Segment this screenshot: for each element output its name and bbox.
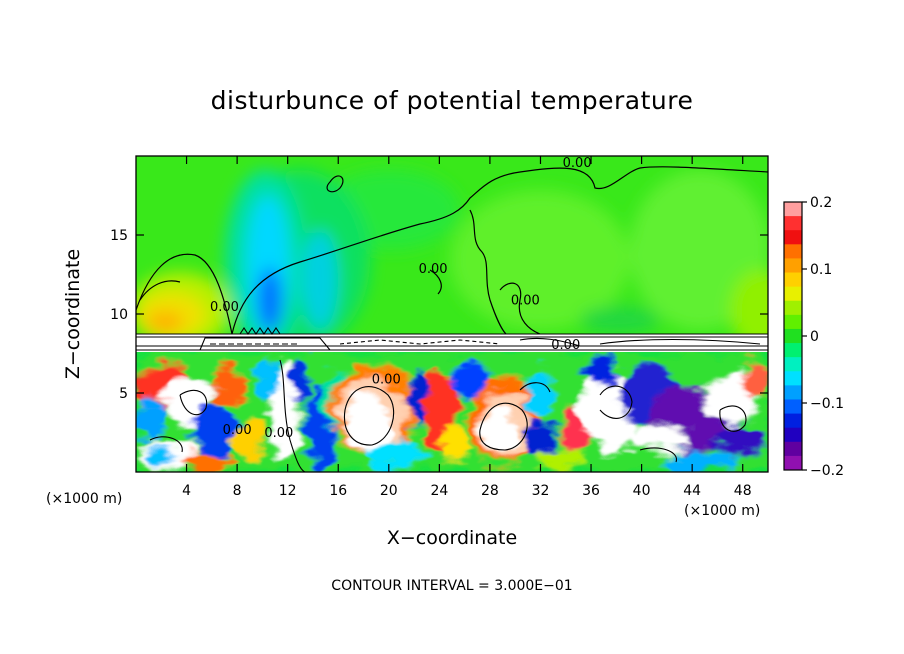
x-axis-label: X−coordinate <box>386 527 518 549</box>
x-tick-label: 20 <box>380 483 398 499</box>
colorbar-swatch <box>784 385 802 400</box>
lower-contours <box>149 359 747 472</box>
contour-interval-note: CONTOUR INTERVAL = 3.000E−01 <box>331 578 573 594</box>
colorbar-swatch <box>784 286 802 302</box>
upper-field <box>136 156 768 334</box>
contour-value-label: 0.00 <box>264 426 293 441</box>
colorbar-swatch <box>784 413 802 429</box>
y-tick-label: 10 <box>110 307 128 323</box>
colorbar-swatch <box>784 455 802 471</box>
colorbar-swatch <box>784 399 802 415</box>
colorbar-swatch <box>784 202 802 217</box>
lower-field <box>136 352 768 472</box>
colorbar-tick-label: 0.2 <box>810 195 832 211</box>
contour-value-label: 0.00 <box>551 338 580 353</box>
upper-contours <box>136 166 768 334</box>
colorbar-swatch <box>784 357 802 372</box>
colorbar-swatch <box>784 371 802 386</box>
x-tick-label: 44 <box>683 483 701 499</box>
x-tick-label: 4 <box>182 483 191 499</box>
colorbar-swatch <box>784 328 802 344</box>
x-tick-label: 36 <box>582 483 600 499</box>
x-unit-label-right: (×1000 m) <box>684 503 761 519</box>
contour-value-label: 0.00 <box>223 423 252 438</box>
colorbar-swatch <box>784 230 802 245</box>
x-tick-label: 40 <box>633 483 651 499</box>
x-tick-label: 24 <box>430 483 448 499</box>
colorbar-swatch <box>784 441 802 457</box>
x-tick-label: 16 <box>329 483 347 499</box>
x-tick-label: 28 <box>481 483 499 499</box>
colorbar-tick-label: −0.2 <box>810 463 844 479</box>
chart-title: disturbunce of potential temperature <box>210 86 694 115</box>
colorbar-tick-label: 0 <box>810 329 819 345</box>
contour-value-label: 0.00 <box>372 373 401 388</box>
x-unit-label-left: (×1000 m) <box>46 491 123 507</box>
colorbar-tick-label: 0.1 <box>810 262 832 278</box>
contour-value-label: 0.00 <box>511 294 540 309</box>
colorbar: 0.2 0.1 0 −0.1 −0.2 <box>783 195 844 479</box>
colorbar-swatch <box>784 300 802 316</box>
transition-band <box>136 327 768 352</box>
contour-labels: 0.00 0.00 0.00 0.00 0.00 0.00 0.00 0.00 <box>210 156 592 441</box>
colorbar-tick-label: −0.1 <box>810 396 844 412</box>
colorbar-swatch <box>784 244 802 259</box>
contour-value-label: 0.00 <box>419 262 448 277</box>
colorbar-swatch <box>784 272 802 288</box>
y-axis-ticks: 5 10 15 <box>110 228 768 402</box>
y-tick-label: 5 <box>119 386 128 402</box>
colorbar-swatch <box>784 427 802 443</box>
x-tick-label: 32 <box>532 483 550 499</box>
colorbar-swatch <box>784 258 802 274</box>
y-tick-label: 15 <box>110 228 128 244</box>
colorbar-swatch <box>784 343 802 358</box>
x-tick-label: 12 <box>279 483 297 499</box>
x-tick-label: 48 <box>734 483 752 499</box>
colorbar-swatch <box>784 314 802 330</box>
contour-value-label: 0.00 <box>210 300 239 315</box>
contour-value-label: 0.00 <box>563 156 592 171</box>
x-tick-label: 8 <box>233 483 242 499</box>
colorbar-swatch <box>784 216 802 231</box>
x-axis-ticks: 4 8 12 16 20 24 28 32 36 40 44 48 <box>182 156 752 499</box>
